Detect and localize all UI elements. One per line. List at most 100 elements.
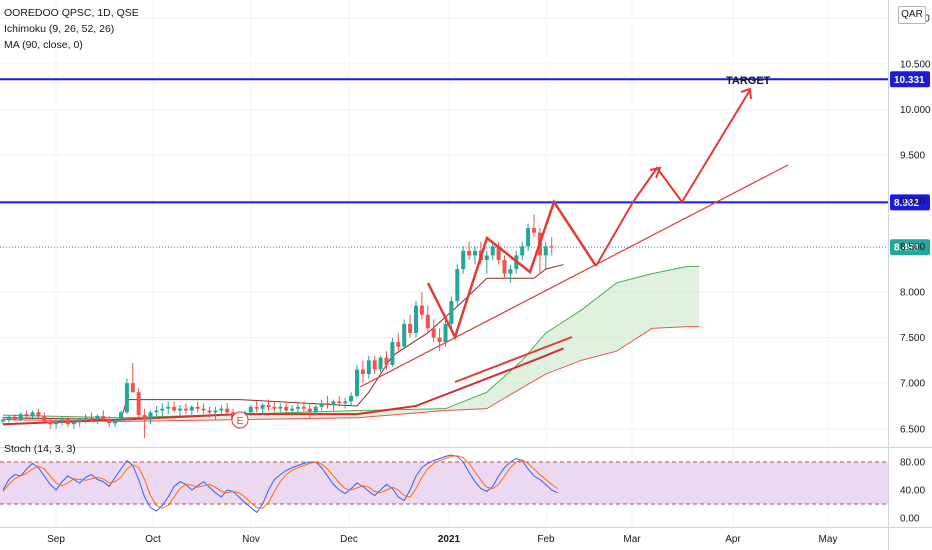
candle-body <box>484 255 489 260</box>
candle-body <box>178 408 182 411</box>
stoch-tick-label: 40.00 <box>900 486 925 497</box>
earnings-marker <box>231 411 249 429</box>
time-tick-label: Nov <box>242 534 260 545</box>
candle-body <box>183 408 188 411</box>
candle-body <box>207 410 212 413</box>
time-tick-label: Apr <box>725 534 741 545</box>
candle-body <box>408 323 413 333</box>
candle-body <box>396 342 401 347</box>
candle-body <box>36 412 41 416</box>
price-tick-label: 9.000 <box>900 196 925 207</box>
time-tick-label: Sep <box>47 534 65 545</box>
candle-body <box>520 246 525 256</box>
candle-body <box>549 246 554 248</box>
candle-body <box>65 419 70 425</box>
candle-body <box>119 412 123 420</box>
candle-body <box>449 301 454 324</box>
candle-body <box>355 369 359 396</box>
projected-path <box>595 89 751 267</box>
time-tick-label: Dec <box>340 534 358 545</box>
candle-body <box>130 383 135 393</box>
candle-body <box>467 250 472 256</box>
price-tick-label: 6.500 <box>900 424 925 435</box>
horizontal-levels: 10.331 8.982 8.490 <box>0 71 930 256</box>
price-tick-label: 7.500 <box>900 333 925 344</box>
last-price-label: 8.490 <box>894 243 919 254</box>
level-badge <box>890 194 930 211</box>
time-tick-label: 2021 <box>438 534 461 545</box>
time-tick-label: Mar <box>623 534 641 545</box>
candle-body <box>71 422 76 425</box>
candle-body <box>502 259 507 274</box>
candle-body <box>461 250 466 270</box>
candle-body <box>508 269 513 274</box>
candle-body <box>532 228 536 233</box>
cloud-fill <box>3 266 700 422</box>
candle-body <box>54 421 59 425</box>
trend-line <box>359 164 789 388</box>
candle-body <box>437 337 442 343</box>
candle-body <box>254 406 259 409</box>
candle-body <box>30 412 35 416</box>
price-tick-label: 10.000 <box>900 105 931 116</box>
last-price-badge <box>890 239 930 256</box>
candle-body <box>425 314 430 329</box>
candle-body <box>349 395 354 402</box>
candle-body <box>360 369 365 375</box>
candle-body <box>390 342 395 365</box>
candle-body <box>266 405 271 407</box>
candle-body <box>443 323 448 343</box>
ma-legend: MA (90, close, 0) <box>4 39 83 51</box>
stoch-d-line <box>2 455 558 509</box>
currency-button[interactable]: QAR <box>898 6 926 24</box>
candle-body <box>307 408 312 413</box>
candle-body <box>201 408 206 411</box>
stoch-band <box>0 462 888 504</box>
candle-body <box>89 417 94 420</box>
grid <box>0 0 888 527</box>
candle-body <box>526 228 531 247</box>
candle-body <box>431 328 436 338</box>
price-tick-label: 8.500 <box>900 242 925 253</box>
candle-body <box>24 414 29 416</box>
stoch-legend: Stoch (14, 3, 3) <box>4 443 76 455</box>
candle-body <box>325 403 330 406</box>
time-tick-label: May <box>819 534 838 545</box>
arrow-head <box>649 166 662 179</box>
candle-body <box>402 323 407 347</box>
level-badge <box>890 71 930 88</box>
candle-body <box>1 419 5 422</box>
candle-body <box>189 406 194 411</box>
ichimoku-legend: Ichimoku (9, 26, 52, 26) <box>4 23 115 35</box>
candle-body <box>301 406 306 409</box>
candle-body <box>42 415 47 422</box>
candle-body <box>366 360 371 375</box>
candle-body <box>101 415 106 420</box>
pattern-zigzag <box>426 199 598 341</box>
candle-body <box>148 412 153 420</box>
candle-body <box>219 408 224 411</box>
candle-body <box>172 406 177 411</box>
candle-body <box>6 416 11 420</box>
candle-body <box>95 415 100 420</box>
level-badge-label: 10.331 <box>894 75 925 86</box>
candle-body <box>195 406 200 409</box>
candle-body <box>272 406 277 409</box>
time-tick-label: Feb <box>537 534 555 545</box>
price-tick-label: 9.500 <box>900 151 925 162</box>
candle-body <box>18 414 23 420</box>
candle-body <box>290 408 295 411</box>
candle-body <box>113 419 118 424</box>
candle-body <box>337 401 342 404</box>
target-annotation: TARGET <box>726 75 771 87</box>
ma-trend-line <box>454 336 573 383</box>
candle-body <box>343 401 348 404</box>
candle-body <box>160 408 165 411</box>
time-tick-label: Oct <box>145 534 161 545</box>
candle-body <box>313 406 318 413</box>
candle-body <box>278 406 283 409</box>
candle-body <box>378 357 383 370</box>
candle-body <box>284 406 289 411</box>
